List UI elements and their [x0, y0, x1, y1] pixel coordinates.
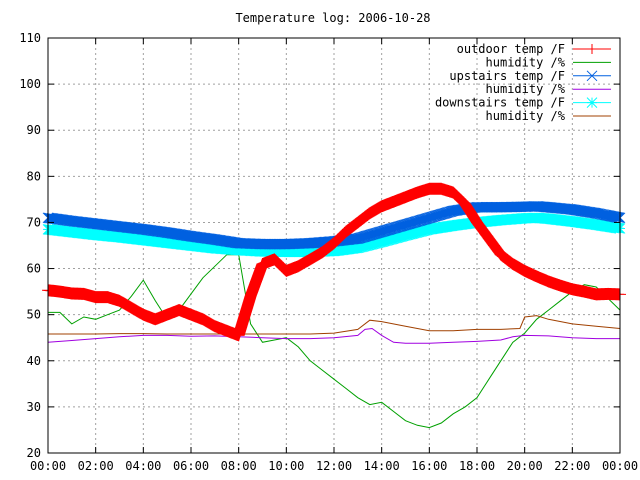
y-tick-label: 50 — [27, 308, 41, 322]
legend-marker — [587, 44, 597, 54]
y-tick-label: 90 — [27, 123, 41, 137]
x-tick-label: 00:00 — [602, 459, 638, 473]
y-tick-label: 40 — [27, 354, 41, 368]
legend-label: humidity /% — [486, 82, 566, 96]
y-tick-label: 70 — [27, 215, 41, 229]
y-tick-label: 110 — [19, 31, 41, 45]
series-3 — [47, 327, 620, 344]
x-tick-label: 12:00 — [316, 459, 352, 473]
y-tick-label: 100 — [19, 77, 41, 91]
legend-label: upstairs temp /F — [449, 69, 565, 83]
x-tick-label: 04:00 — [125, 459, 161, 473]
series-line — [48, 315, 621, 335]
legend-label: humidity /% — [486, 109, 566, 123]
x-tick-label: 22:00 — [554, 459, 590, 473]
legend-label: humidity /% — [486, 55, 566, 69]
y-tick-label: 20 — [27, 446, 41, 460]
y-tick-label: 60 — [27, 262, 41, 276]
x-tick-label: 08:00 — [221, 459, 257, 473]
y-tick-label: 80 — [27, 169, 41, 183]
y-tick-label: 30 — [27, 400, 41, 414]
series-1 — [48, 254, 621, 429]
grid — [48, 38, 620, 453]
axis-ticks: 00:00 02:00 04:00 06:00 08:00 10:00 12:00 14:00… — [19, 31, 638, 473]
x-tick-label: 20:00 — [507, 459, 543, 473]
x-tick-label: 10:00 — [268, 459, 304, 473]
chart-title: Temperature log: 2006-10-28 — [235, 11, 430, 25]
series-line — [47, 327, 620, 344]
x-tick-label: 06:00 — [173, 459, 209, 473]
x-tick-label: 00:00 — [30, 459, 66, 473]
series-layer — [42, 182, 626, 429]
legend-label: downstairs temp /F — [435, 96, 565, 110]
series-line — [48, 254, 621, 429]
legend-label: outdoor temp /F — [457, 42, 565, 56]
legend-marker — [586, 97, 598, 108]
series-5 — [48, 315, 621, 335]
x-tick-label: 02:00 — [78, 459, 114, 473]
x-tick-label: 16:00 — [411, 459, 447, 473]
x-tick-label: 18:00 — [459, 459, 495, 473]
legend-marker — [586, 70, 598, 82]
x-tick-label: 14:00 — [364, 459, 400, 473]
